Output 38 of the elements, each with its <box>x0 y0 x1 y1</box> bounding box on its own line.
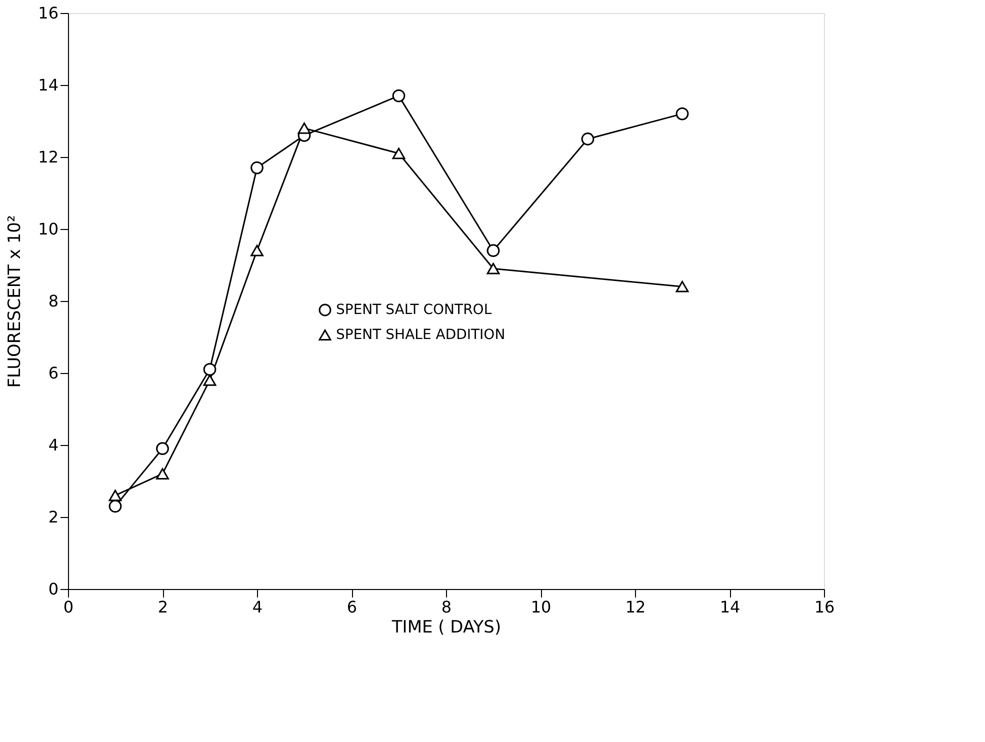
y-tick-label: 14 <box>38 76 58 94</box>
y-tick-label: 6 <box>48 364 58 382</box>
y-tick-label: 2 <box>48 508 58 526</box>
point <box>581 132 594 146</box>
y-tick-label: 12 <box>38 148 58 166</box>
y-tick-label: 4 <box>48 436 58 454</box>
y-tick-label: 10 <box>38 220 58 238</box>
y-axis-title: FLUORESCENT x 10² <box>5 215 26 388</box>
point <box>392 148 406 160</box>
legend-label: SPENT SALT CONTROL <box>336 302 492 318</box>
point <box>108 490 122 502</box>
point <box>486 262 500 274</box>
y-tick-label: 0 <box>48 580 58 598</box>
x-tick-label: 6 <box>346 598 358 616</box>
point <box>676 107 689 120</box>
point <box>486 244 500 258</box>
x-tick-label: 12 <box>625 598 646 616</box>
x-tick-label: 4 <box>252 598 263 616</box>
y-tick-label: 16 <box>38 4 58 22</box>
point <box>203 362 216 376</box>
x-tick-label: 8 <box>441 598 452 616</box>
point <box>156 468 169 480</box>
point <box>203 374 216 386</box>
x-tick-label: 16 <box>814 598 835 616</box>
point <box>250 161 264 174</box>
y-tick-label: 8 <box>48 292 58 310</box>
point <box>298 122 311 134</box>
point <box>392 89 406 102</box>
x-axis-title: TIME ( DAYS) <box>390 618 502 638</box>
legend-label: SPENT SHALE ADDITION <box>336 327 506 343</box>
point <box>676 280 689 292</box>
point <box>250 244 264 256</box>
x-tick-label: 0 <box>63 598 74 616</box>
x-tick-label: 2 <box>158 598 168 616</box>
point <box>108 500 122 513</box>
x-tick-label: 14 <box>720 598 740 616</box>
x-tick-label: 10 <box>530 598 552 616</box>
point <box>156 442 169 456</box>
